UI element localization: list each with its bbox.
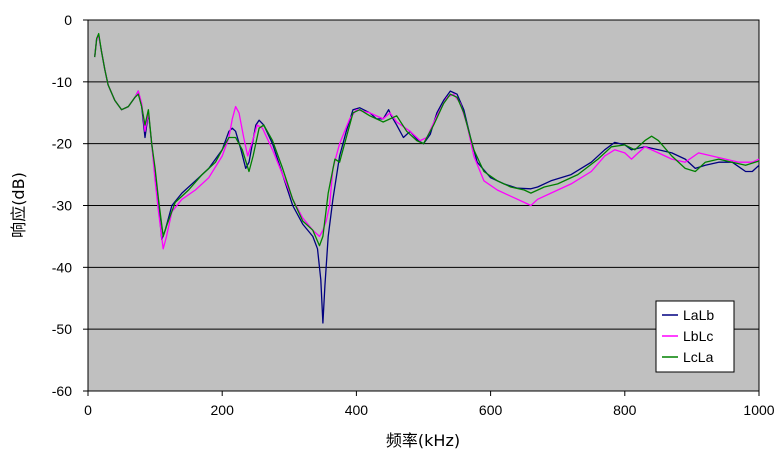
y-tick-label: -50 xyxy=(52,321,72,337)
y-tick-label: -40 xyxy=(52,259,72,275)
y-tick-labels: 0 -10 -20 -30 -40 -50 -60 xyxy=(52,12,72,399)
axes xyxy=(83,19,760,396)
x-tick-label: 1000 xyxy=(743,402,774,418)
x-tick-label: 0 xyxy=(84,402,92,418)
legend-entry: LaLb xyxy=(683,307,714,323)
legend-entry: LbLc xyxy=(683,328,713,344)
legend-entry: LcLa xyxy=(683,349,714,365)
legend: LaLb LbLc LcLa xyxy=(655,300,735,373)
x-tick-label: 600 xyxy=(479,402,503,418)
y-tick-label: -20 xyxy=(52,136,72,152)
y-axis-label: 响应(dB) xyxy=(9,172,28,238)
x-tick-label: 200 xyxy=(211,402,235,418)
x-axis-label: 频率(kHz) xyxy=(386,431,460,450)
y-tick-label: -30 xyxy=(52,198,72,214)
y-tick-label: -10 xyxy=(52,74,72,90)
x-tick-label: 400 xyxy=(345,402,369,418)
series-line-lcla xyxy=(94,32,760,247)
y-tick-label: 0 xyxy=(64,12,72,28)
series-group xyxy=(94,32,760,324)
x-tick-labels: 0 200 400 600 800 1000 xyxy=(84,402,775,418)
x-tick-label: 800 xyxy=(613,402,637,418)
y-tick-label: -60 xyxy=(52,383,72,399)
